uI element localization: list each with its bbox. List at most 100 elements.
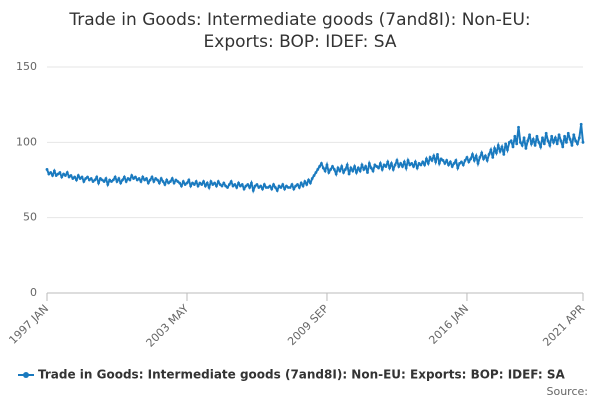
data-point	[539, 145, 543, 149]
data-point	[561, 145, 565, 149]
data-point	[139, 180, 143, 183]
data-point	[491, 156, 495, 159]
data-point	[275, 189, 279, 192]
data-point	[152, 180, 156, 183]
data-point	[353, 165, 357, 168]
data-point	[450, 165, 454, 168]
data-point	[237, 181, 240, 185]
data-point	[463, 159, 467, 162]
data-point	[415, 166, 419, 170]
data-point	[58, 171, 62, 174]
data-point	[320, 162, 323, 165]
data-point	[334, 172, 338, 176]
data-point	[568, 137, 572, 141]
data-point	[205, 181, 209, 185]
data-point	[581, 140, 585, 144]
data-point	[421, 160, 425, 164]
data-point	[552, 140, 555, 144]
data-point	[476, 162, 480, 165]
data-point	[500, 145, 504, 149]
data-point	[432, 154, 436, 158]
data-point	[557, 133, 561, 137]
data-point	[515, 142, 519, 146]
data-point	[128, 178, 132, 182]
data-point	[242, 187, 246, 191]
data-point	[308, 181, 312, 185]
data-point	[196, 184, 200, 188]
data-point	[489, 148, 493, 152]
data-point	[283, 187, 287, 191]
data-point	[358, 169, 362, 173]
data-point	[563, 134, 566, 138]
data-point	[106, 183, 110, 186]
data-point	[323, 169, 327, 173]
data-point	[113, 175, 117, 179]
data-point	[447, 163, 450, 167]
data-point	[64, 174, 67, 177]
data-point	[555, 142, 559, 146]
data-point	[576, 142, 579, 146]
data-point	[180, 184, 183, 188]
data-point	[506, 148, 509, 152]
data-point	[97, 181, 100, 185]
data-point	[301, 184, 305, 188]
data-point	[434, 160, 438, 164]
data-point	[272, 183, 275, 186]
data-point	[530, 142, 533, 146]
data-point	[204, 184, 207, 188]
data-point	[465, 156, 469, 159]
data-point	[428, 156, 432, 159]
data-point	[502, 152, 506, 156]
data-point	[548, 143, 552, 147]
data-point	[117, 177, 121, 180]
data-point	[509, 139, 513, 143]
x-tick-label: 2003 MAY	[144, 302, 192, 350]
data-point	[371, 169, 375, 173]
data-point	[157, 181, 161, 185]
data-point	[189, 184, 193, 188]
data-point	[251, 189, 255, 192]
data-point	[65, 171, 69, 174]
data-point	[430, 159, 434, 162]
data-point	[161, 180, 165, 183]
data-point	[498, 149, 502, 153]
data-point	[270, 187, 274, 191]
data-point	[226, 186, 229, 189]
data-point	[528, 133, 531, 137]
data-point	[307, 178, 310, 182]
data-point	[235, 186, 239, 189]
data-point	[250, 181, 253, 185]
data-point	[391, 168, 395, 171]
data-point	[248, 186, 252, 189]
data-line	[46, 124, 584, 194]
data-point	[303, 180, 307, 183]
data-point	[524, 146, 528, 150]
data-point	[329, 168, 333, 171]
data-point	[76, 174, 80, 177]
data-point	[327, 171, 331, 174]
y-tick-label: 0	[30, 286, 37, 299]
data-point	[316, 168, 320, 171]
data-point	[299, 181, 303, 185]
data-point	[156, 178, 159, 182]
data-point	[325, 163, 329, 167]
y-tick-label: 150	[16, 60, 37, 73]
x-tick-label: 2016 JAN	[426, 302, 471, 347]
y-tick-label: 100	[16, 135, 37, 148]
data-point	[559, 139, 563, 143]
data-point	[437, 162, 441, 165]
data-point	[305, 183, 309, 186]
data-point	[423, 163, 426, 167]
data-point	[460, 160, 463, 164]
data-point	[145, 177, 148, 180]
data-point	[404, 166, 408, 170]
data-point	[480, 151, 484, 155]
data-point	[124, 180, 128, 183]
data-point	[456, 166, 460, 170]
data-point	[200, 183, 204, 186]
data-point	[246, 183, 250, 186]
data-point	[111, 178, 115, 182]
data-point	[273, 186, 277, 189]
data-point	[229, 180, 233, 183]
